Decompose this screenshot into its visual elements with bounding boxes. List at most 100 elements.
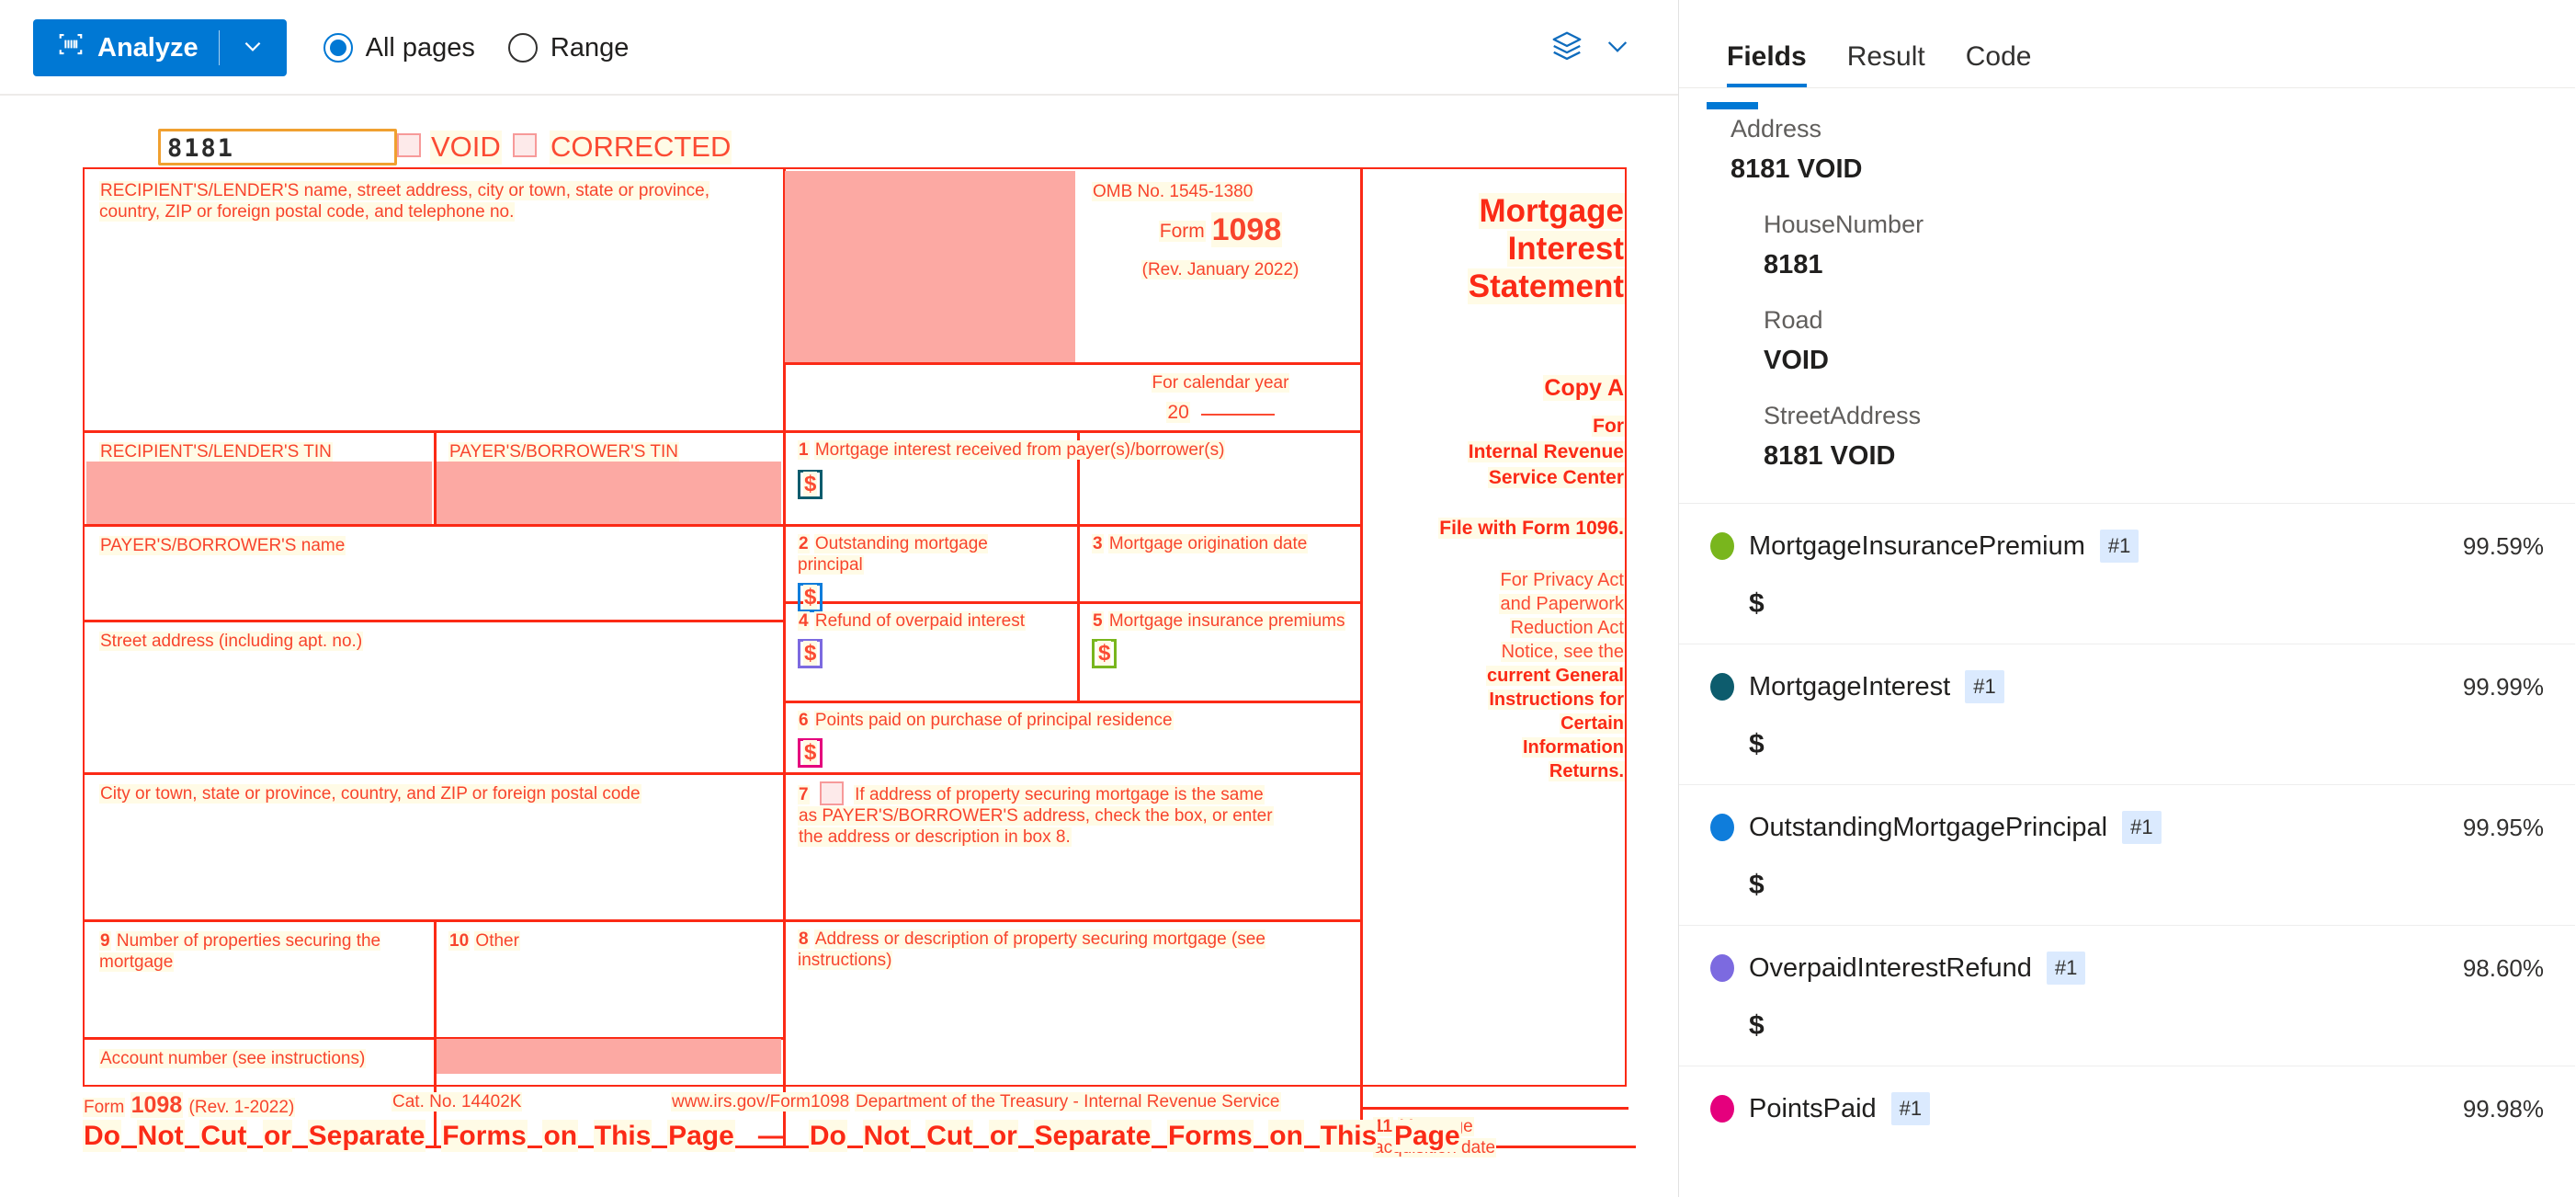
streetaddress-key: StreetAddress	[1764, 402, 1922, 429]
box-4: 4 Refund of overpaid interest $	[798, 610, 1055, 669]
tab-fields[interactable]: Fields	[1707, 41, 1827, 87]
inspector-pane: Fields Result Code Address 8181 VOID Hou…	[1679, 0, 2575, 1197]
field-row[interactable]: OutstandingMortgagePrincipal #1 99.95% $	[1679, 784, 2575, 925]
toolbar-right-actions	[1549, 28, 1656, 68]
form-footer-meta: Form 1098 (Rev. 1-2022) Cat. No. 14402K …	[83, 1092, 1281, 1118]
field-color-dot-icon	[1710, 1095, 1734, 1123]
chevron-down-icon	[241, 34, 265, 63]
box-10-label: 10 Other	[448, 931, 520, 951]
field-name: MortgageInsurancePremium	[1749, 530, 2085, 561]
payer-name-label: PAYER'S/BORROWER'S name	[99, 536, 346, 555]
streetaddress-value: 8181 VOID	[1764, 441, 1896, 471]
field-confidence: 99.95%	[2462, 813, 2544, 841]
box-1-amount-highlight[interactable]: $	[798, 470, 823, 500]
toolbar: Analyze All pages	[0, 0, 1678, 96]
void-field-highlight[interactable]	[158, 129, 397, 165]
analyze-split-button[interactable]: Analyze	[33, 19, 287, 76]
box-7-checkbox[interactable]	[819, 781, 844, 805]
privacy-act-block: For Privacy Act and Paperwork Reduction …	[1486, 570, 1625, 781]
box-2-amount-highlight[interactable]: $	[798, 583, 823, 613]
field-name: MortgageInterest	[1749, 671, 1951, 701]
address-key: Address	[1731, 115, 1822, 142]
recipient-tin-label: RECIPIENT'S/LENDER'S TIN	[99, 442, 333, 462]
omb-block: OMB No. 1545-1380 Form 1098 (Rev. Januar…	[1092, 182, 1300, 279]
analyze-dropdown-button[interactable]	[218, 19, 287, 76]
analyze-button-label: Analyze	[97, 32, 199, 63]
box-6: 6 Points paid on purchase of principal r…	[798, 710, 1349, 769]
void-field-value: 8181	[167, 134, 235, 163]
corrected-label: CORRECTED	[550, 131, 732, 165]
form-footer: Form 1098 (Rev. 1-2022) Cat. No. 14402K …	[83, 1092, 1627, 1153]
field-occurrence-badge: #1	[2046, 952, 2086, 985]
field-color-dot-icon	[1710, 814, 1734, 841]
fields-panel-body[interactable]: Address 8181 VOID HouseNumber 8181 Road …	[1679, 89, 2575, 1197]
layers-chevron-down-icon	[1603, 31, 1632, 65]
layers-button[interactable]	[1549, 28, 1632, 68]
radio-range-label: Range	[550, 32, 630, 63]
field-confidence: 99.99%	[2462, 672, 2544, 701]
radio-all-pages-label: All pages	[365, 32, 475, 63]
field-confidence: 99.98%	[2462, 1094, 2544, 1123]
field-color-dot-icon	[1710, 532, 1734, 560]
form-grid: RECIPIENT'S/LENDER'S name, street addres…	[83, 167, 1636, 1158]
field-name: OutstandingMortgagePrincipal	[1749, 812, 2108, 842]
field-color-dot-icon	[1710, 954, 1734, 982]
tab-result[interactable]: Result	[1846, 41, 1925, 72]
box-6-amount-highlight[interactable]: $	[798, 738, 823, 769]
housenumber-value: 8181	[1764, 250, 1823, 279]
address-group: Address 8181 VOID HouseNumber 8181 Road …	[1679, 89, 2575, 472]
calendar-year-block: For calendar year 20	[1151, 373, 1290, 424]
address-accent-bar	[1707, 102, 1758, 109]
corrected-checkbox[interactable]	[513, 133, 537, 162]
document-viewport[interactable]: 8181 VOID CORRECTED	[0, 96, 1678, 1197]
city-state-zip-label: City or town, state or province, country…	[99, 784, 641, 804]
field-occurrence-badge: #1	[1965, 670, 2004, 703]
box-3: 3 Mortgage origination date	[1092, 534, 1309, 553]
radio-all-pages[interactable]: All pages	[323, 33, 475, 63]
box-2: 2 Outstanding mortgage principal $	[798, 533, 1055, 613]
box-8: 8 Address or description of property sec…	[798, 929, 1265, 971]
inspector-tabs: Fields Result Code	[1679, 0, 2575, 88]
form-title: Mortgage Interest Statement	[1467, 193, 1625, 304]
field-occurrence-badge: #1	[2122, 811, 2162, 844]
road-key: Road	[1764, 306, 1823, 334]
tab-code[interactable]: Code	[1965, 41, 2032, 72]
field-row[interactable]: OverpaidInterestRefund #1 98.60% $	[1679, 925, 2575, 1066]
field-occurrence-badge: #1	[1890, 1092, 1931, 1125]
payer-tin-label: PAYER'S/BORROWER'S TIN	[448, 442, 680, 462]
field-list: MortgageInsurancePremium #1 99.59% $ Mor…	[1679, 503, 2575, 1149]
field-value: $	[1749, 870, 1765, 900]
box-5-amount-highlight[interactable]: $	[1092, 639, 1118, 669]
recipient-lender-block: RECIPIENT'S/LENDER'S name, street addres…	[99, 181, 709, 222]
road-value: VOID	[1764, 346, 1829, 375]
housenumber-key: HouseNumber	[1764, 211, 1924, 238]
radio-all-pages-indicator	[323, 33, 353, 63]
box-4-amount-highlight[interactable]: $	[798, 639, 823, 669]
box-9-label: 9 Number of properties securing the mort…	[99, 931, 381, 973]
document-pane: Analyze All pages	[0, 0, 1679, 1197]
radio-range-indicator	[507, 33, 538, 63]
field-confidence: 98.60%	[2462, 953, 2544, 982]
field-color-dot-icon	[1710, 673, 1734, 701]
field-row[interactable]: MortgageInterest #1 99.99% $	[1679, 644, 2575, 784]
analyze-button[interactable]: Analyze	[33, 19, 219, 76]
radio-range[interactable]: Range	[507, 32, 630, 63]
copy-a-block: Copy A For Internal Revenue Service Cent…	[1438, 375, 1625, 539]
field-confidence: 99.59%	[2462, 531, 2544, 560]
void-checkbox[interactable]	[397, 133, 421, 162]
document-scan-icon	[57, 30, 85, 65]
box-7: 7 If address of property securing mortga…	[798, 781, 1353, 849]
field-value: $	[1749, 729, 1765, 759]
field-row[interactable]: MortgageInsurancePremium #1 99.59% $	[1679, 503, 2575, 644]
box-1: 1 Mortgage interest received from payer(…	[798, 439, 1349, 500]
field-name: OverpaidInterestRefund	[1749, 952, 2032, 983]
box-5: 5 Mortgage insurance premiums $	[1092, 610, 1349, 669]
field-row[interactable]: PointsPaid #1 99.98%	[1679, 1066, 2575, 1149]
field-name: PointsPaid	[1749, 1093, 1877, 1123]
account-number-label: Account number (see instructions)	[99, 1049, 367, 1068]
do-not-cut-banner: Do Not Cut or Separate Forms on This Pag…	[83, 1120, 1461, 1153]
address-value: 8181 VOID	[1731, 154, 1863, 184]
layers-icon	[1549, 28, 1584, 68]
street-address-label: Street address (including apt. no.)	[99, 632, 364, 651]
field-value: $	[1749, 588, 1765, 619]
